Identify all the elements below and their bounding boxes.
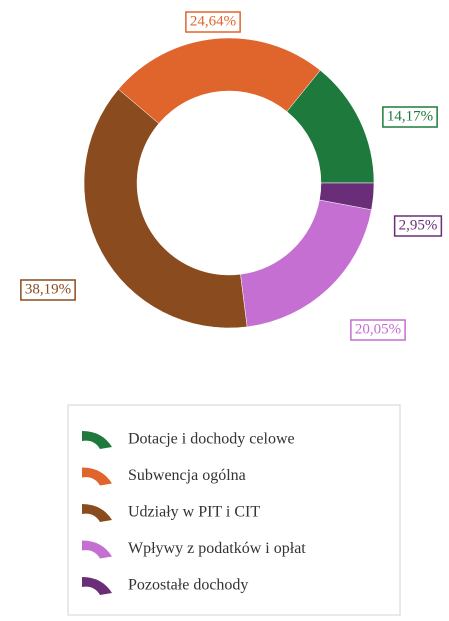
data-label: 14,17% (387, 108, 433, 124)
data-label-box (185, 11, 241, 33)
legend-label: Wpływy z podatków i opłat (128, 540, 306, 557)
legend-swatch (82, 504, 112, 522)
donut-slice (319, 182, 375, 211)
data-label: 2,95% (399, 217, 438, 233)
legend-label: Dotacje i dochody celowe (128, 431, 295, 448)
data-label: 38,19% (25, 281, 71, 297)
data-label-box (350, 319, 406, 341)
legend-box (67, 404, 401, 616)
legend-swatch (82, 467, 112, 486)
legend-label: Subwencja ogólna (128, 467, 246, 484)
donut-slice (118, 37, 321, 124)
data-label-box (20, 279, 76, 301)
data-label-box (393, 215, 443, 237)
data-label-box (382, 106, 438, 128)
data-label: 24,64% (190, 13, 236, 29)
legend-label: Pozostałe dochody (128, 577, 248, 594)
donut-slice (83, 88, 248, 329)
data-label: 20,05% (355, 321, 401, 337)
legend-label: Udziały w PIT i CIT (128, 504, 260, 521)
legend-swatch (82, 540, 112, 559)
legend-swatch (82, 431, 112, 449)
donut-slice (240, 199, 372, 328)
legend-swatch (82, 577, 112, 595)
